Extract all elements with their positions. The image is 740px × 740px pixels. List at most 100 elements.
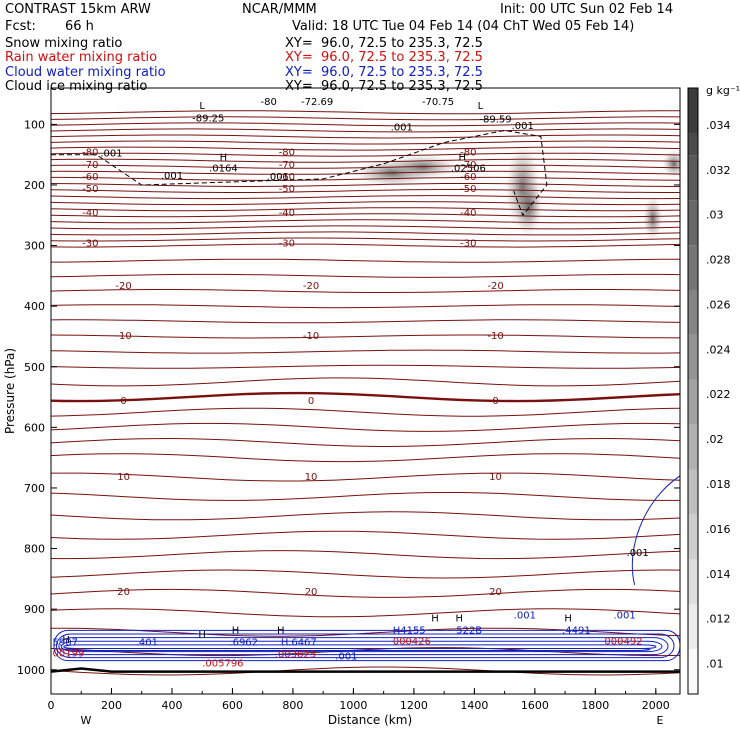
- colorbar-tick-6: .022: [706, 388, 731, 401]
- annotation-11: .001: [391, 122, 413, 133]
- theta-contour-22: [51, 243, 680, 248]
- snow-shading-3: [514, 176, 543, 237]
- annotation-13: .001: [100, 148, 122, 159]
- value-label-14: 000492: [604, 636, 642, 647]
- theta-contour-0: [51, 110, 680, 115]
- theta-contour-41: [51, 550, 680, 560]
- temperature-label-5-0: -30: [82, 239, 98, 250]
- theta-contour-3: [51, 128, 680, 133]
- theta-contour-25: [51, 289, 680, 293]
- theta-contour-16: [51, 207, 680, 212]
- terrain-line: [51, 667, 680, 673]
- theta-contour-7: [51, 152, 680, 157]
- theta-contour-28: [51, 334, 680, 339]
- y-tick-label-5: 600: [24, 421, 45, 434]
- temperature-label-9-2: 10: [489, 472, 502, 483]
- plot-frame: [50, 87, 681, 695]
- cloud-water-contour-3: [60, 640, 663, 653]
- field-cloudwater-xy: XY= 96.0, 72.5 to 235.3, 72.5: [285, 65, 483, 80]
- field-snow-xy: XY= 96.0, 72.5 to 235.3, 72.5: [285, 36, 483, 51]
- theta-contour-31: [51, 377, 680, 387]
- theta-contour-44: [51, 608, 680, 618]
- y-tick-label-3: 400: [24, 300, 45, 313]
- colorbar-tick-4: .018: [706, 478, 731, 491]
- temperature-label-0-0: -80: [82, 148, 98, 159]
- theta-contour-36: [51, 453, 680, 463]
- field-rain-name: Rain water mixing ratio: [5, 50, 158, 65]
- cloud-water-contour-5: [65, 648, 651, 652]
- theta-contour-14: [51, 195, 680, 200]
- theta-contour-1: [51, 116, 680, 121]
- temperature-label-10-0: 20: [117, 587, 130, 598]
- value-label-8: .4491: [562, 625, 591, 636]
- colorbar-tick-1: .012: [706, 613, 731, 626]
- theta-contour-29: [51, 349, 680, 354]
- colorbar-tick-3: .016: [706, 523, 731, 536]
- theta-contour-43: [51, 588, 680, 598]
- annotation-1: .0164: [209, 164, 238, 175]
- temperature-label-8-0: 0: [120, 396, 126, 407]
- y-tick-label-9: 1000: [17, 664, 45, 677]
- temperature-label-8-1: 0: [308, 396, 314, 407]
- value-label-2: .6962: [229, 638, 258, 649]
- y-tick-label-1: 200: [24, 179, 45, 192]
- theta-contour-42: [51, 569, 680, 579]
- colorbar-swatch-8: [688, 290, 698, 335]
- y-tick-label-8: 900: [24, 603, 45, 616]
- annotation-19: H: [232, 625, 240, 636]
- value-label-5: H4155: [393, 625, 426, 636]
- temperature-label-6-1: -20: [303, 281, 319, 292]
- temperature-label-9-0: 10: [117, 472, 130, 483]
- y-tick-label-0: 100: [24, 118, 45, 131]
- theta-contour-32: [51, 391, 680, 403]
- theta-contour-8: [51, 158, 680, 163]
- value-label-3: H.6467: [281, 638, 317, 649]
- theta-contour-5: [51, 140, 680, 145]
- colorbar-swatch-4: [688, 469, 698, 515]
- annotation-14: .001: [161, 171, 183, 182]
- colorbar-tick-2: .014: [706, 568, 731, 581]
- colorbar-swatch-1: [688, 604, 698, 650]
- theta-contour-40: [51, 530, 680, 540]
- annotation-17: H: [62, 635, 70, 646]
- temperature-label-4-2: -40: [460, 208, 476, 219]
- x-tick-label-4: 800: [282, 699, 303, 712]
- theta-contour-37: [51, 472, 680, 482]
- cloud-water-contour-2: [58, 637, 669, 656]
- annotation-22: H: [455, 613, 463, 624]
- theta-contour-39: [51, 511, 680, 521]
- temperature-label-3-1: -50: [279, 184, 295, 195]
- colorbar-tick-8: .026: [706, 298, 731, 311]
- temperature-label-1-0: -70: [82, 160, 98, 171]
- value-label-13: 000426: [393, 636, 431, 647]
- annotation-21: H: [431, 613, 439, 624]
- annotation-3: .02506: [451, 164, 486, 175]
- theta-contour-12: [51, 183, 680, 188]
- theta-contour-35: [51, 437, 680, 448]
- temperature-label-0-1: -80: [279, 148, 295, 159]
- temperature-label-7-1: -10: [303, 331, 319, 342]
- colorbar-tick-10: .03: [706, 209, 724, 222]
- temperature-label-6-2: -20: [487, 281, 503, 292]
- y-tick-label-7: 800: [24, 543, 45, 556]
- colorbar-swatch-10: [688, 200, 698, 246]
- colorbar-tick-0: .01: [706, 658, 724, 671]
- annotation-5: -89.25: [192, 113, 224, 124]
- colorbar-frame: [687, 87, 699, 695]
- annotation-7: -89.59: [479, 115, 511, 126]
- theta-contour-38: [51, 492, 680, 501]
- colorbar-tick-5: .02: [706, 433, 724, 446]
- theta-contour-20: [51, 231, 680, 236]
- annotation-12: .001: [512, 121, 534, 132]
- theta-contour-17: [51, 213, 680, 218]
- temperature-label-5-2: -30: [460, 239, 476, 250]
- x-tick-label-8: 1600: [521, 699, 549, 712]
- theta-contour-33: [51, 407, 680, 417]
- colorbar-tick-9: .028: [706, 254, 731, 267]
- theta-contour-4: [51, 134, 680, 139]
- colorbar-swatch-3: [688, 514, 698, 560]
- theta-contour-46: [51, 647, 680, 657]
- field-rain-xy: XY= 96.0, 72.5 to 235.3, 72.5: [285, 50, 483, 65]
- cloud-water-plume: [631, 475, 680, 586]
